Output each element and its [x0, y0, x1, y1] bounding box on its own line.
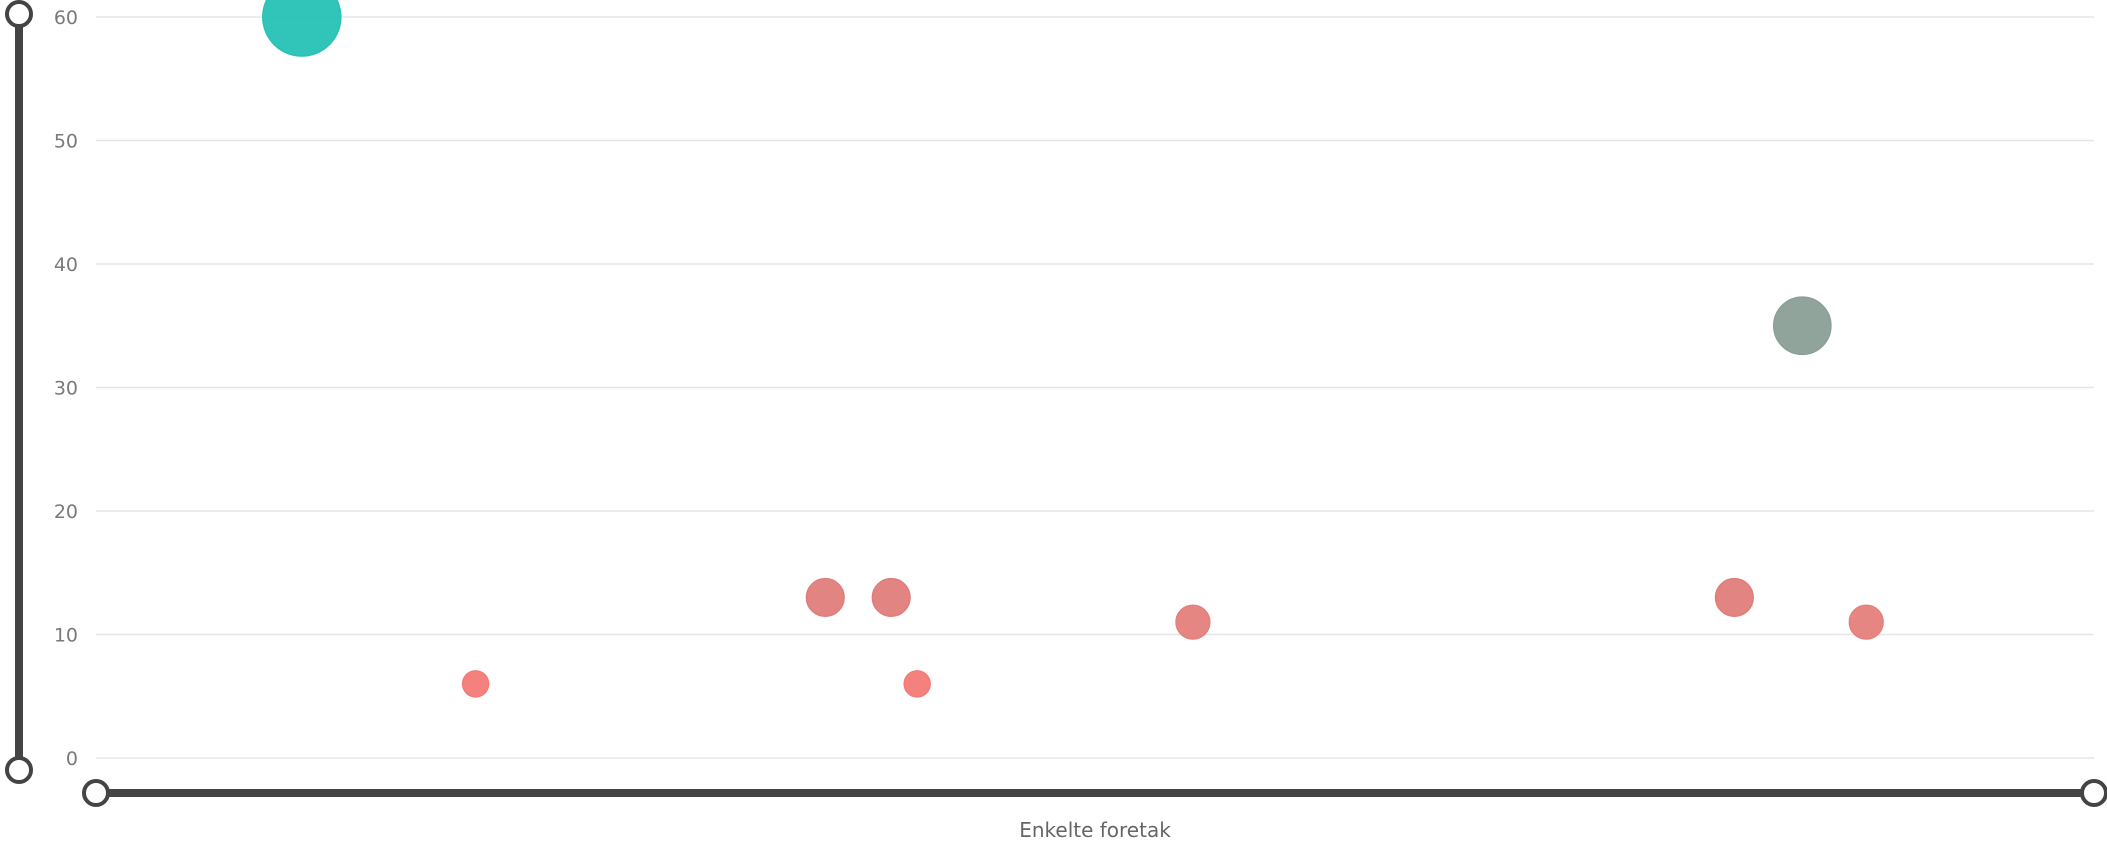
- y-tick-label: 20: [54, 501, 78, 523]
- bubble-point-2[interactable]: [461, 670, 490, 698]
- bubble-point-6[interactable]: [1175, 604, 1211, 640]
- y-tick-label: 10: [54, 625, 78, 647]
- bubble-point-3[interactable]: [805, 577, 845, 618]
- y-slider-bottom-handle[interactable]: [5, 756, 33, 784]
- y-tick-labels: 0 10 20 30 40 50 60: [54, 7, 78, 770]
- bubble-point-9[interactable]: [1848, 604, 1884, 640]
- bubble-point-8[interactable]: [1772, 296, 1832, 356]
- y-slider-top-handle[interactable]: [5, 0, 33, 28]
- y-gridlines: [96, 16, 2094, 759]
- y-tick-label: 0: [66, 748, 78, 770]
- y-tick-label: 50: [54, 131, 78, 153]
- bubble-point-1[interactable]: [262, 0, 342, 57]
- x-slider-left-handle[interactable]: [82, 779, 110, 807]
- bubble-point-5[interactable]: [903, 670, 931, 698]
- y-range-slider[interactable]: [5, 0, 33, 784]
- y-tick-label: 30: [54, 378, 78, 400]
- bubble-series: [262, 0, 1884, 698]
- x-range-slider[interactable]: [82, 779, 2107, 807]
- bubble-point-7[interactable]: [1714, 577, 1754, 618]
- y-tick-label: 60: [54, 7, 78, 29]
- x-axis-title: Enkelte foretak: [1019, 818, 1171, 841]
- x-slider-right-handle[interactable]: [2080, 779, 2107, 807]
- bubble-point-4[interactable]: [871, 577, 911, 618]
- y-tick-label: 40: [54, 254, 78, 276]
